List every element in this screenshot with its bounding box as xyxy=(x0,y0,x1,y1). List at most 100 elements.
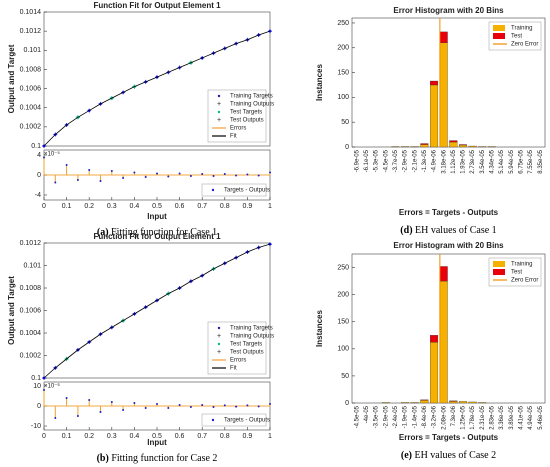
error-dot xyxy=(76,415,79,417)
y-tick-label: 0.1012 xyxy=(20,28,42,35)
error-dot xyxy=(201,173,204,175)
x-tick-label: -1.9e-05 xyxy=(403,405,409,428)
x-tick-label: 0.6 xyxy=(175,433,185,440)
error-dot xyxy=(43,156,45,159)
x-tick-label: 7.55e-05 xyxy=(528,149,534,173)
x-tick-label: 2.83e-05 xyxy=(490,405,496,429)
y-tick-label: 0 xyxy=(345,144,349,151)
legend-label: Test Targets xyxy=(230,110,262,116)
x-tick-label: -5.3e-05 xyxy=(374,149,380,172)
y-tick-label: 0.1008 xyxy=(20,66,42,73)
x-tick-label: 0.7 xyxy=(197,203,207,210)
x-tick-label: 6.75e-05 xyxy=(518,149,524,173)
error-dot xyxy=(189,175,192,177)
legend-label: Test xyxy=(511,34,522,40)
error-dot xyxy=(223,404,226,407)
plot-frame xyxy=(43,242,271,379)
legend-swatch: + xyxy=(217,117,221,124)
legend-label: Test xyxy=(511,270,522,276)
x-tick-label: 3.89e-05 xyxy=(509,405,515,429)
x-tick-label: -4.5e-05 xyxy=(383,149,389,172)
x-tick-label: 0 xyxy=(42,203,46,210)
x-tick-label: 3.36e-05 xyxy=(499,405,505,429)
y-tick-label: 0.1 xyxy=(31,143,41,150)
error-dot xyxy=(54,181,57,184)
fit-line xyxy=(43,243,271,379)
y-tick-label: 0.1014 xyxy=(20,9,42,16)
x-tick-label: -2.9e-05 xyxy=(403,149,409,172)
y-tick-label: 0.101 xyxy=(23,47,41,54)
x-tick-label: 0.1 xyxy=(62,433,72,440)
bar-segment xyxy=(468,401,477,404)
legend xyxy=(201,183,267,197)
x-tick-label: 1 xyxy=(268,433,272,440)
legend-label: Errors xyxy=(230,358,246,364)
x-tick-label: 1 xyxy=(268,203,272,210)
y-tick-label: 150 xyxy=(337,69,349,76)
legend-swatch xyxy=(493,25,505,31)
bar-segment xyxy=(410,402,419,404)
error-dot xyxy=(257,405,260,408)
y-tick-label: 250 xyxy=(337,20,349,27)
y-tick-label: 200 xyxy=(337,45,349,52)
caption-text: EH values of Case 2 xyxy=(414,450,496,461)
x-tick-label: 2.31e-05 xyxy=(480,405,486,429)
y-tick-label: 150 xyxy=(337,319,349,326)
legend-swatch: + xyxy=(217,349,221,356)
error-dot xyxy=(133,402,136,404)
bar-segment xyxy=(458,144,467,148)
x-tick-label: 3.18e-06 xyxy=(441,149,447,173)
x-tick-label: 3.54e-05 xyxy=(480,149,486,173)
error-dot xyxy=(212,406,215,408)
error-dot xyxy=(269,171,271,174)
legend xyxy=(207,89,267,143)
error-dot xyxy=(156,172,158,175)
error-dot xyxy=(235,405,238,408)
y-tick-label: 10 xyxy=(33,383,41,390)
x-tick-label: 0.5 xyxy=(152,433,162,440)
chart-title: Function Fit for Output Element 1 xyxy=(93,1,221,10)
x-tick-label: 5.14e-05 xyxy=(499,149,505,173)
legend-label: Training xyxy=(511,26,532,32)
caption: (d) EH values of Case 1 xyxy=(400,225,496,236)
y-axis-label: Output and Target xyxy=(7,276,16,345)
bar-segment xyxy=(430,342,439,404)
x-tick-label: 0.9 xyxy=(243,433,253,440)
bar-segment xyxy=(420,143,429,145)
legend-swatch xyxy=(493,269,505,275)
x-tick-label: -1.3e-05 xyxy=(422,149,428,172)
y-tick-label: 0.1004 xyxy=(20,105,42,112)
error-dot xyxy=(235,174,238,177)
legend-swatch: + xyxy=(217,333,221,340)
error-dot xyxy=(65,164,68,166)
y-tick-label: 0.1012 xyxy=(20,240,42,247)
bar-segment xyxy=(430,335,439,343)
error-dot xyxy=(133,171,136,174)
error-dot xyxy=(65,397,68,399)
caption-label: (e) xyxy=(401,450,412,461)
bar-segment xyxy=(420,399,429,401)
y-tick-label: -4 xyxy=(35,192,41,199)
y-tick-label: 0 xyxy=(37,172,41,179)
exponent-label: ×10⁻⁶ xyxy=(44,383,60,390)
x-tick-label: 0.9 xyxy=(243,203,253,210)
error-dot xyxy=(167,407,170,409)
caption-text: Fitting function for Case 2 xyxy=(111,453,217,464)
y-axis-label: Instances xyxy=(315,309,324,346)
legend-label: Zero Error xyxy=(511,278,538,284)
legend-swatch: + xyxy=(217,101,221,108)
x-tick-label: 1.12e-05 xyxy=(451,149,457,173)
error-dot xyxy=(178,404,181,406)
y-tick-label: 0 xyxy=(37,403,41,410)
x-tick-label: 0.8 xyxy=(220,433,230,440)
x-axis-label: Errors = Targets - Outputs xyxy=(399,433,499,442)
bar-segment xyxy=(449,141,458,148)
bar-segment xyxy=(381,402,390,404)
x-tick-label: 0.1 xyxy=(62,203,72,210)
error-dot xyxy=(99,411,102,413)
bar-segment xyxy=(468,145,477,148)
legend-swatch xyxy=(493,261,505,267)
bar-segment xyxy=(401,402,410,404)
y-tick-label: 0 xyxy=(345,400,349,407)
x-tick-label: -2.4e-05 xyxy=(393,405,399,428)
